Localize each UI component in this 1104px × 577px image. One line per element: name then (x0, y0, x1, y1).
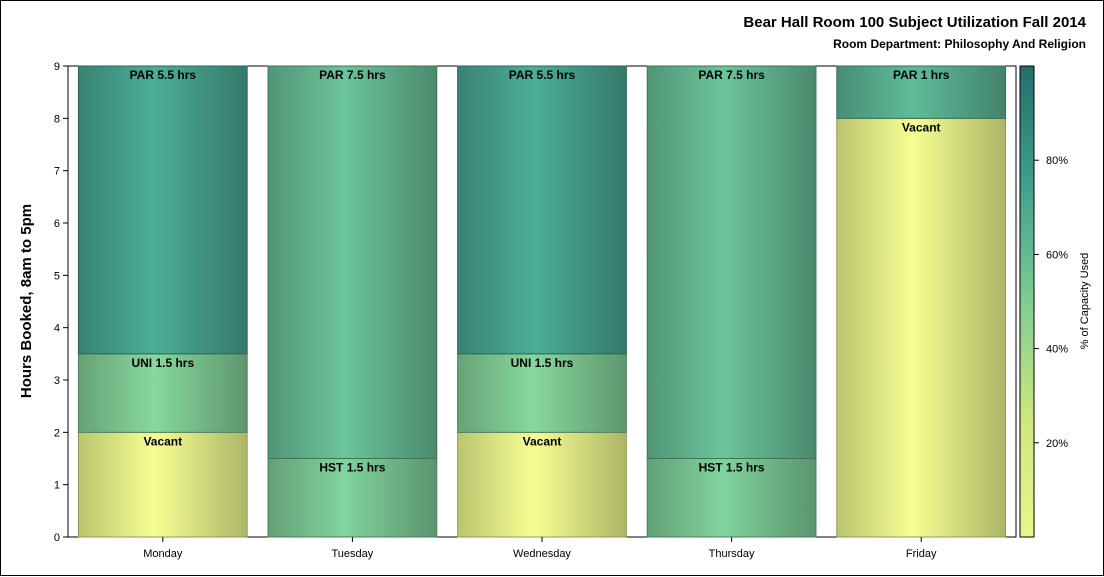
bar-segment-label: UNI 1.5 hrs (131, 356, 194, 370)
x-tick-label: Tuesday (332, 548, 374, 560)
y-tick-label: 8 (54, 113, 60, 125)
y-tick-label: 7 (54, 166, 60, 178)
bar-segment (77, 65, 248, 355)
bar-segment-label: Vacant (143, 434, 182, 448)
bar-segment-label: PAR 5.5 hrs (130, 68, 197, 82)
bar-segment (836, 65, 1007, 119)
y-tick-label: 5 (54, 270, 60, 282)
chart-subtitle: Room Department: Philosophy And Religion (833, 37, 1086, 51)
chart-title: Bear Hall Room 100 Subject Utilization F… (743, 14, 1086, 31)
y-tick-label: 1 (54, 480, 60, 492)
bar-segment (457, 431, 627, 538)
y-tick-label: 3 (54, 375, 60, 387)
y-tick-label: 6 (54, 218, 60, 230)
colorbar-tick-label: 20% (1046, 438, 1068, 450)
bars-group: Vacant UNI 1.5 hrs PAR 5.5 hrs HST 1.5 hrs P… (77, 65, 1007, 538)
bar-segment-label: HST 1.5 hrs (699, 461, 765, 475)
bar-segment (836, 117, 1007, 538)
bar-segment-label: UNI 1.5 hrs (511, 356, 574, 370)
bar-segment-label: PAR 1 hrs (893, 68, 950, 82)
y-tick-label: 2 (54, 427, 60, 439)
bar-segment (646, 458, 817, 538)
bar-segment-label: PAR 7.5 hrs (319, 68, 386, 82)
bar-segment-label: Vacant (902, 120, 941, 134)
y-axis-label: Hours Booked, 8am to 5pm (18, 204, 35, 398)
y-tick-label: 4 (54, 323, 60, 335)
y-tick-label: 9 (54, 61, 60, 73)
colorbar-ticks: 20% 40% 60% 80% (1034, 155, 1068, 450)
colorbar-tick-label: 80% (1046, 155, 1068, 167)
bar-segment-label: Vacant (523, 434, 562, 448)
colorbar (1019, 65, 1035, 538)
bar-segment (267, 65, 438, 459)
bar-segment (77, 353, 248, 433)
bar-segment-label: PAR 7.5 hrs (698, 68, 765, 82)
x-tick-label: Wednesday (513, 548, 571, 560)
colorbar-label: % of Capacity Used (1079, 253, 1091, 350)
bar-segment (646, 65, 817, 459)
bar-segment-label: HST 1.5 hrs (319, 461, 385, 475)
x-axis: Monday Tuesday Wednesday Thursday Friday (143, 537, 937, 560)
y-axis: 0 1 2 3 4 5 6 7 8 9 (54, 61, 68, 544)
x-tick-label: Thursday (709, 548, 755, 560)
x-tick-label: Monday (143, 548, 183, 560)
bar-segment-label: PAR 5.5 hrs (509, 68, 576, 82)
bar-segment (457, 65, 627, 355)
colorbar-tick-label: 40% (1046, 344, 1068, 356)
y-tick-label: 0 (54, 532, 60, 544)
colorbar-tick-label: 60% (1046, 249, 1068, 261)
x-tick-label: Friday (906, 548, 937, 560)
